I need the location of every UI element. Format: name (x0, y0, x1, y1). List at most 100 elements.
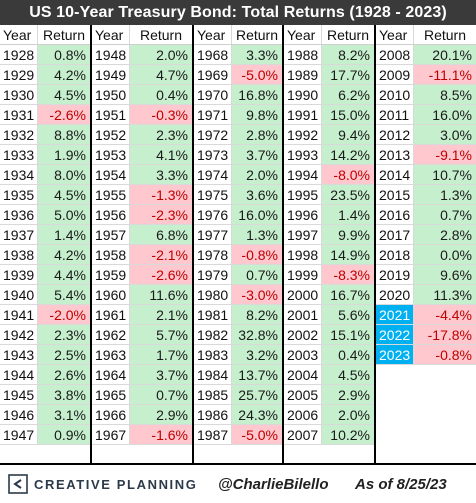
table-row: 1992 9.4% (284, 125, 374, 145)
return-cell: 9.4% (322, 125, 374, 144)
table-row: 1956 -2.3% (92, 205, 192, 225)
return-cell: 2.1% (130, 305, 192, 324)
table-row: 1928 0.8% (0, 45, 90, 65)
year-cell: 1994 (284, 165, 322, 184)
table-row: 2010 8.5% (376, 85, 476, 105)
year-cell: 1970 (194, 85, 232, 104)
return-cell: -0.8% (232, 245, 282, 264)
year-cell: 2022 (376, 325, 414, 344)
table-row: 1981 8.2% (194, 305, 282, 325)
year-cell: 1949 (92, 65, 130, 84)
return-cell: -1.6% (130, 425, 192, 444)
table-row: 2008 20.1% (376, 45, 476, 65)
return-cell: 3.7% (130, 365, 192, 384)
table-row: 2006 2.0% (284, 405, 374, 425)
year-cell: 1929 (0, 65, 38, 84)
table-row: 1991 15.0% (284, 105, 374, 125)
return-cell: 0.4% (130, 85, 192, 104)
return-cell: -8.3% (322, 265, 374, 284)
table-row: 1931 -2.6% (0, 105, 90, 125)
year-cell: 2005 (284, 385, 322, 404)
year-cell: 2013 (376, 145, 414, 164)
return-cell: 13.7% (232, 365, 282, 384)
table-row: 1948 2.0% (92, 45, 192, 65)
return-cell: 4.5% (322, 365, 374, 384)
year-header: Year (92, 25, 130, 44)
return-cell: 1.3% (414, 185, 476, 204)
table-column-2: Year Return 1948 2.0% 1949 4.7% 1950 0.4% 1951 -0… (92, 25, 194, 463)
year-cell: 2021 (376, 305, 414, 324)
return-cell: 4.5% (38, 85, 90, 104)
table-row: 1941 -2.0% (0, 305, 90, 325)
year-cell: 1953 (92, 145, 130, 164)
return-cell: -0.8% (414, 345, 476, 364)
year-cell: 2008 (376, 45, 414, 64)
year-cell: 1982 (194, 325, 232, 344)
return-cell: 8.5% (414, 85, 476, 104)
year-cell: 1938 (0, 245, 38, 264)
table-column-1: Year Return 1928 0.8% 1929 4.2% 1930 4.5% 1931 -2… (0, 25, 92, 463)
return-cell: 9.6% (414, 265, 476, 284)
table-row: 1979 0.7% (194, 265, 282, 285)
return-cell: 16.8% (232, 85, 282, 104)
year-header: Year (284, 25, 322, 44)
return-cell: -0.3% (130, 105, 192, 124)
return-cell: 4.5% (38, 185, 90, 204)
year-cell: 1928 (0, 45, 38, 64)
return-cell: 3.1% (38, 405, 90, 424)
return-cell: 2.0% (322, 405, 374, 424)
year-cell: 1992 (284, 125, 322, 144)
year-cell: 2019 (376, 265, 414, 284)
table-row: 2021 -4.4% (376, 305, 476, 325)
table-row: 1974 2.0% (194, 165, 282, 185)
table-row: 1945 3.8% (0, 385, 90, 405)
table-row: 2016 0.7% (376, 205, 476, 225)
return-cell: 2.8% (232, 125, 282, 144)
table-row: 1966 2.9% (92, 405, 192, 425)
table-row: 1935 4.5% (0, 185, 90, 205)
year-cell: 2009 (376, 65, 414, 84)
return-cell: 2.0% (232, 165, 282, 184)
year-cell: 1960 (92, 285, 130, 304)
year-cell: 2003 (284, 345, 322, 364)
year-cell: 1952 (92, 125, 130, 144)
return-cell: 2.3% (130, 125, 192, 144)
year-cell: 1987 (194, 425, 232, 444)
table-row: 2015 1.3% (376, 185, 476, 205)
return-cell: 4.4% (38, 265, 90, 284)
return-cell: 0.4% (322, 345, 374, 364)
return-cell: 4.7% (130, 65, 192, 84)
year-cell: 1964 (92, 365, 130, 384)
return-cell: 0.8% (38, 45, 90, 64)
year-cell: 1968 (194, 45, 232, 64)
year-cell: 1976 (194, 205, 232, 224)
year-cell: 2001 (284, 305, 322, 324)
table-row: 1953 4.1% (92, 145, 192, 165)
return-cell: 23.5% (322, 185, 374, 204)
table-row: 2002 15.1% (284, 325, 374, 345)
return-header: Return (235, 27, 279, 43)
year-cell: 1958 (92, 245, 130, 264)
table-row: 1957 6.8% (92, 225, 192, 245)
year-cell: 1950 (92, 85, 130, 104)
return-cell: 10.2% (322, 425, 374, 444)
year-cell: 1961 (92, 305, 130, 324)
year-cell: 1957 (92, 225, 130, 244)
return-cell: 1.9% (38, 145, 90, 164)
page-title: US 10-Year Treasury Bond: Total Returns … (0, 0, 476, 25)
table-row: 1958 -2.1% (92, 245, 192, 265)
return-cell: -2.0% (38, 305, 90, 324)
table-row: 1955 -1.3% (92, 185, 192, 205)
table-header-row: Year Return (376, 25, 476, 45)
return-cell: 14.9% (322, 245, 374, 264)
year-header: Year (194, 25, 232, 44)
table-row: 1937 1.4% (0, 225, 90, 245)
year-cell: 1963 (92, 345, 130, 364)
table-row: 1968 3.3% (194, 45, 282, 65)
return-cell: 1.4% (38, 225, 90, 244)
year-cell: 1983 (194, 345, 232, 364)
table-row: 1977 1.3% (194, 225, 282, 245)
table-row: 1967 -1.6% (92, 425, 192, 445)
year-cell: 1967 (92, 425, 130, 444)
year-cell: 1996 (284, 205, 322, 224)
